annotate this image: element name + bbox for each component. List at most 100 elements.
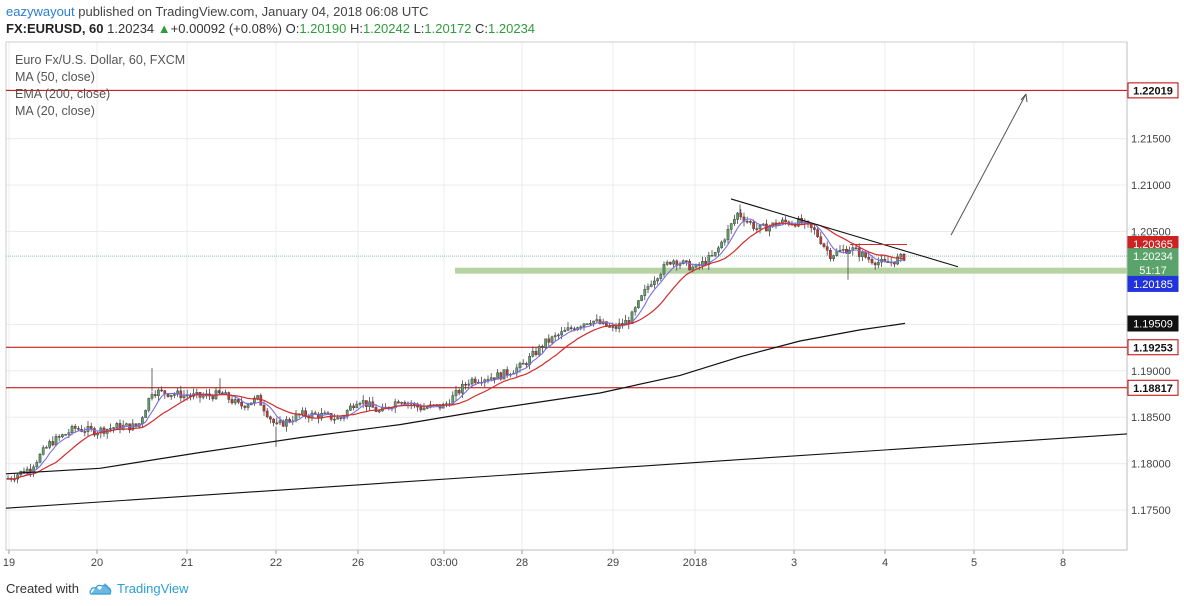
candle-body <box>422 407 426 411</box>
open-label: O: <box>285 21 300 36</box>
plot-frame <box>5 41 1128 551</box>
legend-ma20[interactable]: MA (20, close) <box>15 104 95 118</box>
price-tick-label: 1.21500 <box>1131 134 1171 146</box>
arrow-head <box>1020 93 1028 103</box>
candle-body <box>819 236 823 245</box>
candle-body <box>131 423 135 431</box>
candle-body <box>643 289 647 296</box>
candle-body <box>752 221 755 229</box>
candle-body <box>51 441 55 446</box>
candle-body <box>720 241 723 249</box>
price-tag-label: 1.22019 <box>1133 85 1173 97</box>
candle-body <box>537 346 541 355</box>
candle-body <box>640 295 643 301</box>
candle-body <box>745 220 749 223</box>
candle-body <box>867 256 871 260</box>
candle-body <box>589 322 592 325</box>
horizontal-levels <box>6 89 1127 389</box>
candle-body <box>25 468 29 474</box>
candle-body <box>870 259 874 264</box>
candle-body <box>649 284 653 287</box>
candle-body <box>269 416 272 420</box>
symbol-label[interactable]: FX:EURUSD, 60 <box>6 21 104 36</box>
candle-body <box>246 404 250 408</box>
candle-body <box>521 362 525 365</box>
candle-body <box>595 319 599 322</box>
published-text: published on TradingView.com, January 04… <box>78 4 429 19</box>
candle-body <box>553 335 557 338</box>
ema200-line <box>5 322 906 475</box>
candle-body <box>534 351 538 355</box>
candle-body <box>717 247 720 253</box>
time-tick-label: 19 <box>3 557 15 569</box>
candle-body <box>608 326 611 328</box>
candle-body <box>377 410 381 413</box>
candle-body <box>646 286 650 290</box>
candle-body <box>89 425 93 429</box>
candle-body <box>227 392 231 400</box>
candle-body <box>505 369 509 375</box>
candle-body <box>358 403 362 405</box>
candle-body <box>633 307 637 313</box>
candle-body <box>240 401 243 407</box>
time-tick-label: 22 <box>270 557 282 569</box>
last-price: 1.20234 <box>107 21 155 36</box>
candle-body <box>349 405 352 411</box>
candle-body <box>899 253 903 258</box>
indicators <box>5 218 906 480</box>
price-tag <box>1127 339 1179 356</box>
candle-body <box>70 426 74 434</box>
candle-body <box>253 397 256 404</box>
candle-body <box>35 462 39 468</box>
candle-body <box>397 401 400 404</box>
legend-ma50[interactable]: MA (50, close) <box>15 70 95 84</box>
candle-body <box>592 320 595 324</box>
time-tick-label: 03:00 <box>430 557 458 569</box>
candle-body <box>614 326 618 329</box>
candle-body <box>486 379 490 381</box>
low-label: L: <box>413 21 425 36</box>
candle-body <box>873 262 877 266</box>
candle-body <box>419 406 423 411</box>
tradingview-link[interactable]: TradingView <box>117 581 189 596</box>
candle-body <box>685 260 688 262</box>
projection-arrow <box>950 93 1027 236</box>
candle-body <box>704 260 707 265</box>
candle-body <box>355 403 359 409</box>
candle-body <box>672 260 675 265</box>
descending-trendline <box>730 198 959 268</box>
candle-body <box>473 378 477 383</box>
ohlc-bar: FX:EURUSD, 60 1.20234 ▲+0.00092 (+0.08%)… <box>6 21 535 36</box>
candle-body <box>749 221 752 223</box>
author-link[interactable]: eazywayout <box>6 4 75 19</box>
candle-body <box>336 417 339 420</box>
candle-body <box>233 399 237 404</box>
time-tick-label: 29 <box>607 557 619 569</box>
candle-body <box>310 412 314 419</box>
candle-body <box>729 223 733 230</box>
legend-title[interactable]: Euro Fx/U.S. Dollar, 60, FXCM <box>15 53 186 67</box>
candle-body <box>665 261 669 265</box>
tradingview-cloud-icon[interactable] <box>88 579 112 597</box>
candle-body <box>598 319 602 324</box>
candle-body <box>736 212 739 220</box>
candle-body <box>733 219 736 224</box>
candle-body <box>464 384 467 386</box>
candle-body <box>877 261 880 266</box>
candle-body <box>832 255 835 259</box>
candle-body <box>656 278 659 282</box>
candle-body <box>467 383 471 386</box>
price-tag-label: 51:17 <box>1139 265 1167 277</box>
candle-body <box>688 260 691 271</box>
price-chart[interactable]: 1.215001.210001.205001.195001.190001.185… <box>0 0 1184 572</box>
candle-body <box>265 410 269 418</box>
candle-body <box>659 274 663 279</box>
time-tick-label: 8 <box>1060 557 1066 569</box>
legend-ema200[interactable]: EMA (200, close) <box>15 87 111 101</box>
candle-body <box>857 248 861 257</box>
candle-body <box>653 280 656 285</box>
candle-body <box>256 395 259 399</box>
low-value: 1.20172 <box>424 21 472 36</box>
candle-body <box>566 327 570 331</box>
time-axis[interactable]: 19 20 21 22 26 03:00 28 29 2018 3 4 5 8 <box>3 549 1127 569</box>
